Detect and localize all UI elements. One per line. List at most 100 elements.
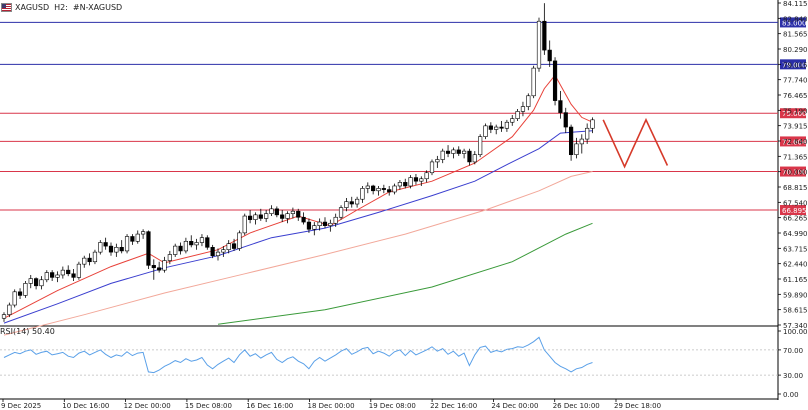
candle-body: [579, 138, 584, 145]
time-tick-label: 9 Dec 2025: [1, 402, 41, 410]
candle-body: [317, 221, 322, 226]
price-tick-label: 57.340: [783, 322, 808, 330]
candle-body: [413, 177, 419, 182]
price-tick-label: 82.840: [783, 15, 808, 23]
candle-body: [71, 273, 76, 278]
ma-fast-line: [3, 74, 593, 319]
candle-body: [60, 269, 65, 276]
zigzag-line[interactable]: [602, 117, 669, 169]
candle-body: [542, 20, 547, 51]
candle-body: [520, 106, 526, 112]
candle-body: [328, 222, 333, 226]
candle-body: [344, 201, 349, 208]
candle-body: [392, 185, 397, 193]
rsi-label: RSI(14) 50.40: [0, 327, 55, 336]
time-tick-label: 26 Dec 10:00: [553, 402, 600, 410]
candle-body: [173, 245, 178, 255]
price-tick-label: 75.190: [783, 107, 808, 115]
price-tick-label: 70.090: [783, 169, 808, 177]
price-tick-label: 68.815: [783, 184, 808, 192]
horizontal-levels[interactable]: 83.000 79.000 75.000 72.604 70.100 66.895: [0, 17, 807, 216]
candle-body: [33, 278, 39, 287]
candle-body: [194, 242, 199, 246]
candle-body: [371, 185, 376, 192]
time-tick-label: 10 Dec 16:00: [62, 402, 109, 410]
candle-body: [23, 283, 28, 296]
moving-averages: [3, 74, 593, 336]
candle-body: [590, 119, 595, 129]
candle-body: [467, 150, 472, 163]
candle-body: [483, 125, 488, 137]
candle-body: [258, 214, 263, 219]
time-tick-label: 19 Dec 08:00: [369, 402, 416, 410]
candle-body: [552, 60, 558, 101]
level-badge-66.895: [780, 205, 806, 216]
candle-body: [429, 161, 435, 174]
price-tick-label: 80.290: [783, 46, 808, 54]
candle-body: [360, 188, 365, 200]
candle-body: [354, 198, 360, 205]
rsi-panel: 100.00 70.00 30.00 0.00: [0, 328, 808, 399]
candle-body: [189, 240, 194, 246]
time-tick-label: 22 Dec 16:00: [430, 402, 477, 410]
candle-body: [424, 172, 429, 180]
symbol-label: XAGUSD: [15, 2, 50, 12]
candle-body: [199, 237, 205, 243]
ma-long-line: [217, 222, 593, 325]
price-tick-label: 71.365: [783, 153, 808, 161]
price-tick-label: 58.615: [783, 307, 808, 315]
level-label-70.100: 70.100: [782, 169, 807, 177]
candle-body: [17, 291, 23, 296]
candle-body: [248, 215, 253, 220]
candle-body: [461, 150, 467, 154]
candle-body: [397, 182, 403, 187]
candle-body: [531, 67, 536, 97]
candle-body: [456, 149, 461, 154]
time-tick-label: 16 Dec 16:00: [246, 402, 293, 410]
candle-body: [39, 279, 44, 287]
candle-body: [87, 257, 92, 263]
price-tick-label: 72.640: [783, 138, 808, 146]
price-tick-label: 61.165: [783, 276, 808, 284]
candle-body: [1, 314, 7, 319]
candle-body: [103, 242, 108, 247]
candle-body: [44, 272, 49, 281]
candle-body: [296, 210, 301, 218]
candle-body: [55, 274, 60, 278]
candle-body: [547, 49, 552, 62]
candle-body: [301, 216, 306, 223]
candle-body: [151, 265, 156, 269]
rsi-line: [3, 336, 593, 374]
candle-body: [526, 95, 531, 107]
chart-grid: [0, 0, 779, 400]
level-label-66.895: 66.895: [782, 207, 807, 215]
candle-body: [403, 182, 408, 187]
time-tick-label: 24 Dec 00:00: [491, 402, 538, 410]
rsi-tick-label: 0.00: [783, 391, 799, 399]
candle-body: [28, 278, 33, 284]
candle-body: [12, 291, 17, 306]
candle-body: [124, 236, 130, 252]
candle-body: [445, 150, 451, 154]
candle-body: [119, 247, 124, 252]
candle-body: [280, 214, 285, 219]
candle-body: [536, 20, 542, 69]
candle-body: [568, 126, 574, 156]
candle-body: [515, 111, 520, 119]
candle-body: [205, 237, 210, 248]
candle-body: [82, 257, 87, 265]
ma-mid-line: [3, 130, 593, 324]
level-label-75.000: 75.000: [782, 110, 807, 118]
candle-body: [242, 215, 247, 234]
candle-body: [178, 245, 183, 252]
candle-body: [381, 188, 386, 190]
candle-body: [231, 243, 237, 249]
candle-body: [114, 247, 119, 253]
level-badge-83.000: [780, 17, 806, 28]
zigzag-projection[interactable]: [602, 117, 669, 169]
candle-body: [472, 154, 477, 163]
candle-body: [558, 100, 563, 113]
price-tick-label: 79.015: [783, 61, 808, 69]
candle-body: [585, 127, 590, 140]
